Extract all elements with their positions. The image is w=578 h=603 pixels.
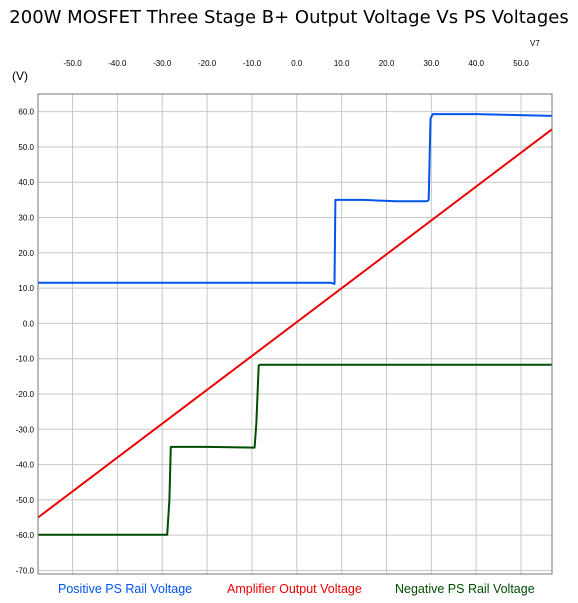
x-tick-label: -20.0 — [198, 59, 217, 68]
corner-label: V7 — [530, 39, 540, 48]
y-tick-label: -20.0 — [16, 390, 35, 399]
y-tick-label: 30.0 — [18, 214, 34, 223]
x-tick-label: 40.0 — [468, 59, 484, 68]
y-tick-label: 10.0 — [18, 284, 34, 293]
y-axis-label: (V) — [12, 69, 28, 83]
x-tick-label: -40.0 — [108, 59, 127, 68]
y-tick-label: 0.0 — [23, 319, 35, 328]
y-tick-label: 20.0 — [18, 249, 34, 258]
series-line-2 — [38, 363, 552, 536]
x-tick-label: 50.0 — [513, 59, 529, 68]
x-tick-label: 20.0 — [379, 59, 395, 68]
x-tick-label: -10.0 — [243, 59, 262, 68]
y-tick-label: -50.0 — [16, 496, 35, 505]
y-tick-label: 40.0 — [18, 178, 34, 187]
y-tick-label: -10.0 — [16, 355, 35, 364]
grid — [38, 94, 552, 574]
series-lines — [37, 113, 553, 536]
chart-title: 200W MOSFET Three Stage B+ Output Voltag… — [9, 7, 569, 28]
y-axis-ticks: 60.0 50.0 40.0 30.0 20.0 10.0 0.0 -10.0 -20.0 -30… — [16, 108, 35, 576]
x-tick-label: -50.0 — [63, 59, 82, 68]
y-tick-label: -60.0 — [16, 531, 35, 540]
y-tick-label: 50.0 — [18, 143, 34, 152]
legend-positive-rail: Positive PS Rail Voltage — [58, 582, 193, 596]
x-tick-label: 30.0 — [424, 59, 440, 68]
x-tick-label: -30.0 — [153, 59, 172, 68]
legend-amplifier-output: Amplifier Output Voltage — [227, 582, 362, 596]
x-axis-ticks: -50.0 -40.0 -30.0 -20.0 -10.0 0.0 10.0 20.0 30.0… — [63, 59, 529, 68]
y-tick-label: -70.0 — [16, 566, 35, 575]
series-line-1 — [37, 128, 553, 519]
y-tick-label: -40.0 — [16, 461, 35, 470]
x-tick-label: 10.0 — [334, 59, 350, 68]
y-tick-label: -30.0 — [16, 425, 35, 434]
y-tick-label: 60.0 — [18, 108, 34, 117]
plot-frame — [37, 93, 553, 575]
series-line-0 — [38, 113, 553, 285]
x-tick-label: 0.0 — [291, 59, 303, 68]
legend-negative-rail: Negative PS Rail Voltage — [395, 582, 535, 596]
